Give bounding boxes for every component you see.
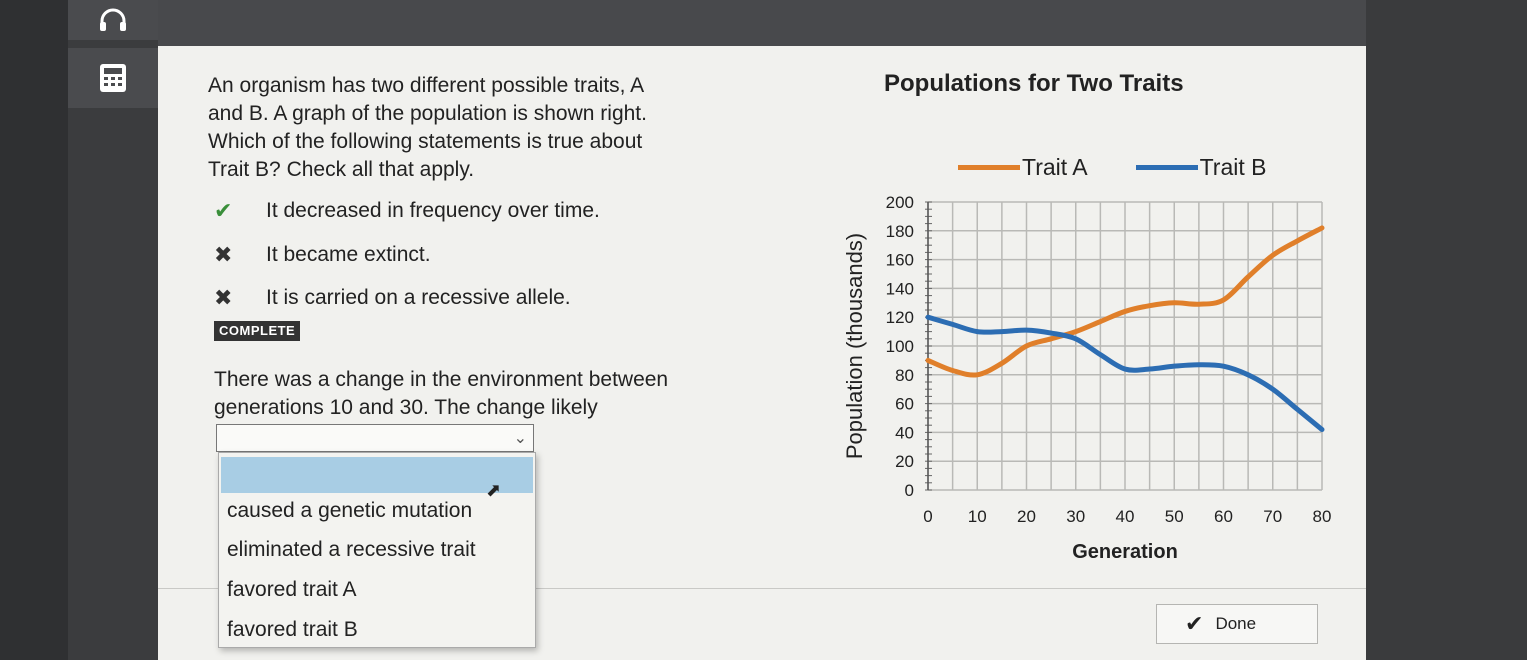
y-tick-label: 0 bbox=[905, 481, 914, 500]
prompt-line: There was a change in the environment be… bbox=[214, 368, 669, 391]
y-tick-label: 180 bbox=[886, 222, 914, 241]
headphones-icon bbox=[100, 8, 126, 31]
y-tick-label: 160 bbox=[886, 251, 914, 270]
chart-title: Populations for Two Traits bbox=[884, 70, 1184, 97]
done-button-label: Done bbox=[1215, 614, 1257, 633]
y-tick-label: 60 bbox=[895, 395, 914, 414]
option-recessive[interactable]: ✖ It is carried on a recessive allele. bbox=[212, 283, 571, 313]
question-line: Trait B? Check all that apply. bbox=[208, 158, 475, 181]
done-button[interactable]: ✔ Done bbox=[1156, 604, 1318, 644]
footer-divider bbox=[158, 588, 1366, 589]
dropdown-item-favored-a[interactable]: favored trait A bbox=[227, 578, 357, 601]
question-line: and B. A graph of the population is show… bbox=[208, 102, 647, 125]
y-tick-label: 20 bbox=[895, 452, 914, 471]
option-label: It decreased in frequency over time. bbox=[266, 199, 600, 222]
question-line: Which of the following statements is tru… bbox=[208, 130, 643, 153]
x-axis-label: Generation bbox=[1072, 541, 1178, 563]
y-axis-label: Population (thousands) bbox=[842, 233, 867, 459]
dropdown-item-favored-b[interactable]: favored trait B bbox=[227, 618, 358, 641]
x-tick-label: 20 bbox=[1017, 507, 1036, 526]
x-tick-label: 30 bbox=[1066, 507, 1085, 526]
legend-label: Trait B bbox=[1199, 154, 1267, 180]
option-decreased[interactable]: ✔ It decreased in frequency over time. bbox=[212, 196, 600, 226]
x-tick-label: 40 bbox=[1116, 507, 1135, 526]
top-bar bbox=[158, 0, 1368, 46]
answer-dropdown[interactable]: ⌄ bbox=[216, 424, 534, 452]
dropdown-item-genetic-mutation[interactable]: caused a genetic mutation bbox=[227, 499, 473, 522]
dropdown-item-eliminated-recessive[interactable]: eliminated a recessive trait bbox=[227, 538, 476, 561]
legend-entry-trait-b: Trait B bbox=[1135, 154, 1267, 181]
cross-icon: ✖ bbox=[214, 285, 233, 310]
checkmark-icon: ✔ bbox=[214, 198, 233, 223]
right-panel bbox=[1366, 0, 1527, 660]
left-rail bbox=[0, 0, 68, 660]
legend-entry-trait-a: Trait A bbox=[958, 154, 1088, 181]
calculator-button[interactable] bbox=[68, 48, 158, 108]
y-tick-label: 100 bbox=[886, 337, 914, 356]
audio-button[interactable] bbox=[68, 0, 158, 40]
x-tick-label: 80 bbox=[1313, 507, 1332, 526]
population-chart: 0 20 40 60 80 100 120 140 160 180 200 0 10 20 30 40 50 60… bbox=[842, 193, 1332, 563]
legend-label: Trait A bbox=[1022, 154, 1088, 180]
x-tick-label: 0 bbox=[923, 507, 932, 526]
chevron-down-icon: ⌄ bbox=[513, 430, 527, 447]
y-tick-label: 40 bbox=[895, 423, 914, 442]
dropdown-menu: caused a genetic mutation eliminated a r… bbox=[218, 452, 536, 648]
y-tick-label: 80 bbox=[895, 366, 914, 385]
dropdown-item-highlighted[interactable] bbox=[221, 457, 533, 493]
option-extinct[interactable]: ✖ It became extinct. bbox=[212, 240, 431, 270]
y-tick-label: 120 bbox=[886, 308, 914, 327]
y-tick-label: 140 bbox=[886, 279, 914, 298]
calculator-icon bbox=[100, 64, 126, 92]
prompt-text: There was a change in the environment be… bbox=[214, 366, 754, 422]
x-tick-label: 10 bbox=[968, 507, 987, 526]
cross-icon: ✖ bbox=[214, 242, 233, 267]
option-label: It became extinct. bbox=[266, 243, 431, 266]
x-tick-label: 70 bbox=[1263, 507, 1282, 526]
x-tick-label: 50 bbox=[1165, 507, 1184, 526]
checkmark-icon: ✔ bbox=[1185, 611, 1204, 636]
mouse-cursor-icon: ⬈ bbox=[486, 480, 502, 500]
question-text: An organism has two different possible t… bbox=[208, 72, 728, 184]
series-line-trait-a bbox=[925, 225, 1325, 378]
legend-swatch bbox=[958, 165, 1020, 170]
chart-legend: Trait A Trait B bbox=[958, 154, 1315, 181]
question-line: An organism has two different possible t… bbox=[208, 74, 645, 97]
legend-swatch bbox=[1135, 165, 1198, 170]
series-line-trait-b bbox=[925, 314, 1325, 433]
complete-badge: COMPLETE bbox=[214, 321, 301, 341]
y-tick-label: 200 bbox=[886, 193, 914, 212]
option-label: It is carried on a recessive allele. bbox=[266, 286, 571, 309]
x-tick-label: 60 bbox=[1214, 507, 1233, 526]
prompt-line: generations 10 and 30. The change likely bbox=[214, 396, 598, 419]
